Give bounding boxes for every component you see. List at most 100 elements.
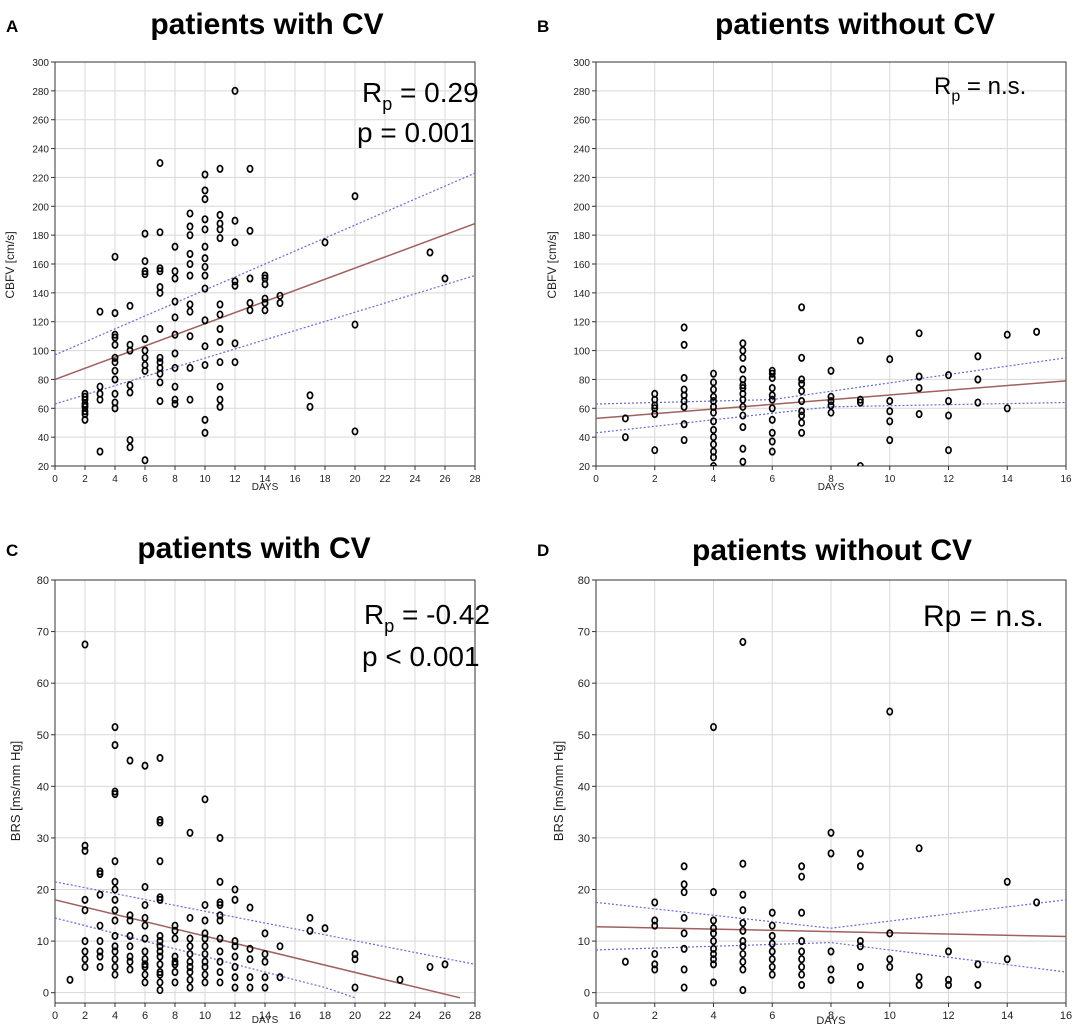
data-point (710, 944, 717, 953)
x-axis-label-d: DAYS (816, 1015, 845, 1027)
data-point (856, 461, 864, 466)
panel-title-d: patients without CV (692, 534, 972, 567)
data-point (306, 391, 314, 400)
data-point (739, 859, 747, 868)
data-point (856, 962, 864, 971)
data-point (710, 955, 717, 964)
data-point (201, 186, 209, 195)
annotation-c-r: R (364, 599, 384, 630)
data-point (246, 298, 254, 308)
data-point (974, 352, 982, 361)
y-tick-label: 30 (578, 833, 590, 845)
data-point (111, 885, 119, 894)
data-point (798, 379, 806, 388)
data-point (216, 337, 224, 346)
x-tick-label: 16 (289, 474, 301, 485)
data-point (827, 975, 835, 984)
y-tick-label: 100 (32, 347, 49, 358)
panel-a: A patients with CV 0 2 4 6 8 10 12 14 16 18 20 22 24… (3, 8, 481, 493)
data-point (201, 795, 209, 804)
x-tick-label: 12 (229, 474, 241, 485)
data-point (768, 366, 776, 375)
data-point (126, 965, 134, 974)
panel-title-b: patients without CV (715, 8, 995, 41)
data-point (186, 363, 194, 372)
data-point (111, 366, 119, 375)
data-point (768, 931, 776, 940)
data-point (201, 415, 209, 424)
data-point (231, 277, 239, 286)
data-point (111, 252, 119, 261)
y-tick-label: 180 (573, 231, 590, 242)
data-point (156, 931, 164, 940)
y-tick-label: 40 (578, 781, 590, 793)
data-point (768, 415, 776, 424)
data-point (141, 921, 149, 930)
x-tick-label: 2 (82, 474, 88, 485)
data-point (156, 942, 164, 951)
y-tick-label: 160 (32, 260, 49, 271)
x-tick-label: 14 (1001, 1010, 1013, 1022)
data-point (710, 916, 717, 925)
y-tick-label: 30 (37, 833, 49, 845)
data-point (201, 215, 209, 224)
data-point (81, 846, 89, 855)
x-tick-label: 10 (884, 1010, 896, 1022)
data-point (111, 942, 119, 951)
y-tick-label: 140 (573, 289, 590, 300)
data-point (827, 397, 835, 406)
data-point (201, 360, 209, 370)
data-point (216, 300, 224, 309)
data-point (186, 395, 194, 404)
data-point (186, 828, 194, 837)
data-point (739, 353, 747, 362)
data-point (216, 957, 224, 966)
data-point (186, 300, 194, 309)
y-tick-label: 80 (38, 375, 50, 386)
data-point (126, 388, 134, 397)
y-tick-label: 60 (578, 678, 590, 690)
data-point (321, 238, 329, 247)
data-point (306, 913, 314, 922)
panel-c: C patients with CV 0 2 4 6 8 10 12 14 16 18 20 22 24… (6, 532, 481, 1026)
data-point (886, 707, 894, 716)
data-point (201, 934, 209, 943)
x-tick-label: 0 (593, 1010, 599, 1022)
annotation-c-value: = -0.42 (394, 599, 490, 630)
data-point (81, 841, 89, 850)
data-point (886, 435, 894, 445)
data-point (768, 908, 776, 917)
data-point (111, 947, 119, 956)
data-point (66, 975, 74, 984)
y-tick-label: 120 (573, 318, 590, 329)
data-point (739, 375, 747, 384)
x-tick-label: 12 (943, 474, 955, 485)
data-layer-c (55, 640, 475, 999)
data-point (827, 392, 835, 401)
x-tick-label: 10 (199, 1010, 211, 1022)
x-tick-label: 14 (259, 1010, 271, 1022)
y-tick-label: 60 (37, 678, 49, 690)
data-point (856, 942, 864, 951)
x-tick-label: 8 (828, 474, 834, 485)
data-point (798, 980, 806, 989)
y-tick-label: 10 (578, 936, 590, 948)
data-point (231, 895, 239, 904)
data-point (680, 435, 688, 445)
annotation-a: Rp = 0.29 p = 0.001 (357, 77, 479, 148)
data-point (768, 447, 776, 456)
panel-b: B patients without CV 0 2 4 6 8 10 12 14 16 20 40 6… (537, 8, 1072, 493)
y-tick-label: 70 (37, 627, 49, 639)
annotation-b: Rp = n.s. (934, 73, 1026, 105)
y-tick-label: 220 (32, 173, 49, 184)
data-point (171, 382, 179, 391)
data-point (81, 962, 89, 971)
panel-label-b: B (537, 17, 549, 36)
data-point (141, 947, 149, 956)
svg-text:Rp = n.s.: Rp = n.s. (934, 73, 1026, 105)
data-point (711, 464, 716, 466)
data-point (216, 324, 224, 333)
data-point (351, 955, 359, 964)
data-point (81, 937, 89, 946)
y-tick-label: 60 (38, 404, 50, 415)
